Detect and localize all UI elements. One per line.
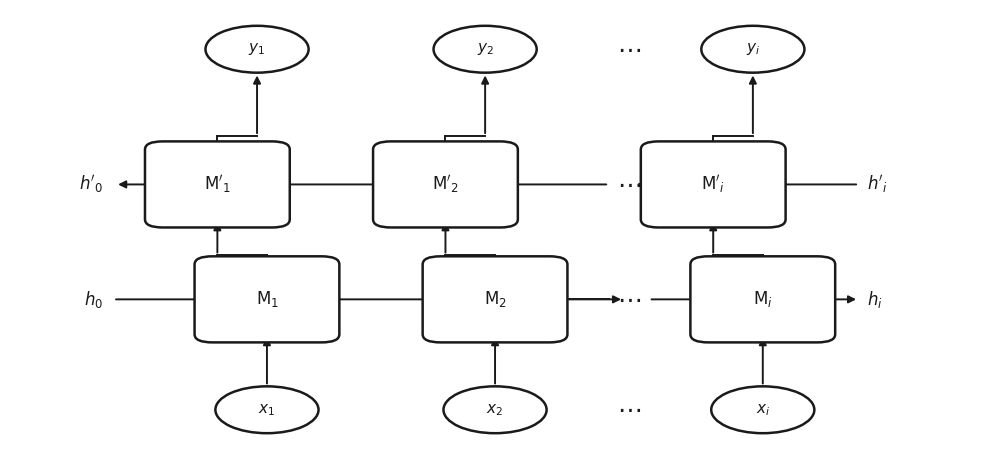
- FancyBboxPatch shape: [195, 256, 339, 342]
- Text: $x_{i}$: $x_{i}$: [756, 402, 770, 418]
- Text: $\mathrm{M}'_{1}$: $\mathrm{M}'_{1}$: [204, 174, 231, 196]
- Text: $x_{2}$: $x_{2}$: [486, 402, 504, 418]
- Circle shape: [205, 26, 309, 73]
- Text: $y_{i}$: $y_{i}$: [746, 41, 760, 57]
- Text: $x_{1}$: $x_{1}$: [258, 402, 276, 418]
- Circle shape: [711, 386, 814, 433]
- Text: $y_{2}$: $y_{2}$: [477, 41, 494, 57]
- Text: $\cdots$: $\cdots$: [617, 398, 641, 421]
- FancyBboxPatch shape: [373, 141, 518, 228]
- Text: $\cdots$: $\cdots$: [617, 38, 641, 61]
- Circle shape: [434, 26, 537, 73]
- Circle shape: [701, 26, 804, 73]
- Text: $\mathrm{M}_{2}$: $\mathrm{M}_{2}$: [484, 289, 506, 309]
- Text: $\mathrm{M}_{i}$: $\mathrm{M}_{i}$: [753, 289, 773, 309]
- Text: $\mathrm{M}_{1}$: $\mathrm{M}_{1}$: [256, 289, 278, 309]
- FancyBboxPatch shape: [145, 141, 290, 228]
- Text: $\mathrm{M}'_{i}$: $\mathrm{M}'_{i}$: [701, 174, 725, 196]
- Circle shape: [443, 386, 547, 433]
- Text: $\cdots$: $\cdots$: [617, 288, 641, 311]
- FancyBboxPatch shape: [641, 141, 786, 228]
- Circle shape: [215, 386, 319, 433]
- Text: $\cdots$: $\cdots$: [617, 173, 641, 196]
- Text: $h_i$: $h_i$: [867, 289, 883, 310]
- Text: $h_0$: $h_0$: [84, 289, 103, 310]
- Text: $\mathrm{M}'_{2}$: $\mathrm{M}'_{2}$: [432, 174, 459, 196]
- FancyBboxPatch shape: [423, 256, 567, 342]
- Text: $h'_0$: $h'_0$: [79, 174, 103, 196]
- FancyBboxPatch shape: [690, 256, 835, 342]
- Text: $h'_i$: $h'_i$: [867, 174, 888, 196]
- Text: $y_{1}$: $y_{1}$: [248, 41, 266, 57]
